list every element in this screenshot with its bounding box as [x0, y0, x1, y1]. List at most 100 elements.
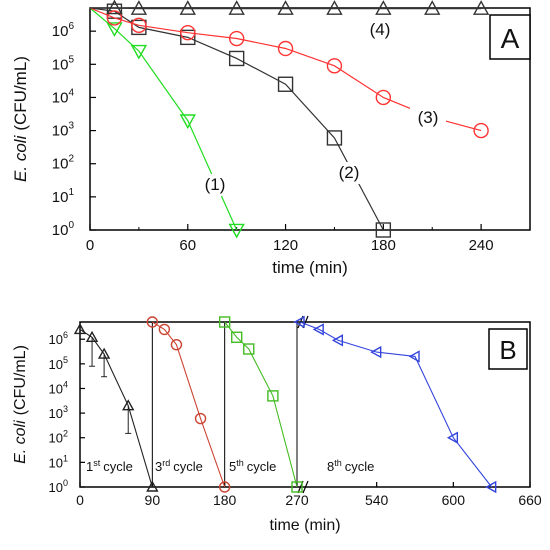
y-tick-base: 10 [49, 480, 63, 495]
data-point [228, 30, 245, 47]
series-line-4 [90, 7, 482, 10]
y-tick-base: 10 [52, 56, 69, 73]
y-tick-exp: 0 [68, 220, 74, 231]
series-line-1 [79, 328, 153, 488]
data-point [277, 40, 294, 57]
series-line-1 [89, 7, 238, 231]
curve-label-bg [197, 174, 233, 196]
data-point [194, 412, 207, 425]
data-point [331, 334, 344, 347]
x-tick-label: 180 [213, 492, 237, 508]
data-point [106, 10, 123, 26]
data-point [228, 223, 245, 239]
data-point [473, 122, 489, 139]
data-point [170, 338, 183, 351]
y-axis-label-italic: E. coli [11, 134, 30, 182]
data-point [326, 130, 343, 146]
curve-label-bg [331, 162, 367, 184]
y-tick-label: 102 [52, 154, 75, 173]
data-point [122, 399, 135, 411]
cycle-label: 5th cycle [229, 458, 276, 474]
y-tick-label: 101 [52, 187, 75, 206]
data-point [446, 431, 459, 444]
cycle-label-sup: st [93, 458, 101, 468]
axis-break-mark [302, 480, 309, 494]
y-tick-base: 10 [52, 156, 69, 173]
y-tick-label: 103 [49, 404, 68, 421]
curve-label: (4) [370, 20, 391, 39]
y-tick-label: 106 [49, 330, 68, 347]
data-point [293, 315, 305, 329]
data-point [158, 323, 171, 336]
data-point [485, 480, 497, 494]
cycle-label-sup: th [236, 458, 244, 468]
data-point [106, 0, 123, 15]
cycle-label: 8th cycle [327, 458, 374, 474]
y-tick-exp: 2 [63, 429, 68, 439]
y-tick-exp: 4 [68, 87, 74, 98]
data-point [267, 390, 279, 402]
plot-frame [89, 7, 531, 231]
panel-label-box [489, 14, 531, 60]
y-axis-label-italic: E. coli [12, 420, 29, 464]
panel-label-b: B [499, 335, 516, 365]
data-point [73, 322, 87, 335]
x-tick-label: 600 [442, 492, 466, 508]
data-point [375, 89, 392, 106]
data-point [180, 29, 196, 46]
data-point [131, 17, 147, 34]
y-axis-label: E. coli (CFU/mL) [11, 56, 30, 182]
data-point [179, 114, 196, 130]
cycle-label-word: cycle [345, 459, 375, 474]
y-tick-label: 105 [49, 355, 68, 372]
data-point [472, 0, 490, 15]
cycle-label-word: cycle [173, 459, 203, 474]
cycle-label-word: cycle [247, 459, 277, 474]
y-tick-base: 10 [49, 332, 63, 347]
y-axis-label: E. coli (CFU/mL) [12, 345, 29, 464]
data-point [326, 0, 343, 15]
y-tick-base: 10 [49, 406, 63, 421]
cycle-label: 3rd cycle [155, 458, 203, 474]
y-tick-label: 104 [52, 87, 75, 106]
y-tick-base: 10 [52, 23, 69, 40]
data-point [146, 316, 159, 328]
y-tick-label: 104 [49, 379, 68, 396]
y-tick-base: 10 [52, 189, 69, 206]
cycle-label: 1st cycle [86, 458, 133, 474]
curve-label: (1) [205, 175, 226, 194]
data-point [424, 0, 441, 15]
y-tick-base: 10 [52, 123, 69, 140]
data-point [231, 331, 243, 343]
x-tick-label: 240 [469, 237, 494, 254]
data-point [130, 0, 148, 15]
y-tick-exp: 5 [63, 355, 68, 365]
data-point [106, 22, 123, 37]
cycle-label-sup: rd [162, 458, 170, 468]
y-tick-exp: 1 [68, 187, 74, 198]
data-point [218, 481, 231, 493]
x-tick-label: 540 [365, 492, 389, 508]
x-tick-label: 0 [86, 237, 94, 254]
x-tick-label: 270 [285, 492, 309, 508]
y-axis-label-unit: (CFU/mL) [11, 56, 30, 131]
y-tick-label: 105 [52, 54, 75, 73]
data-point [370, 345, 382, 359]
y-tick-exp: 2 [68, 154, 74, 165]
data-point [179, 0, 196, 15]
y-tick-base: 10 [49, 431, 63, 446]
series-line-3 [89, 7, 482, 132]
y-tick-base: 10 [49, 455, 63, 470]
data-point [312, 323, 324, 336]
cycle-label-sup: th [334, 458, 342, 468]
curve-label-bg [362, 19, 398, 41]
series-line-4 [299, 321, 493, 488]
x-axis-label: time (min) [272, 258, 348, 277]
x-tick-label: 120 [273, 237, 298, 254]
x-tick-label: 60 [179, 237, 196, 254]
data-point [243, 343, 255, 355]
data-point [228, 0, 245, 15]
y-tick-label: 100 [52, 220, 75, 239]
data-point [326, 58, 343, 74]
